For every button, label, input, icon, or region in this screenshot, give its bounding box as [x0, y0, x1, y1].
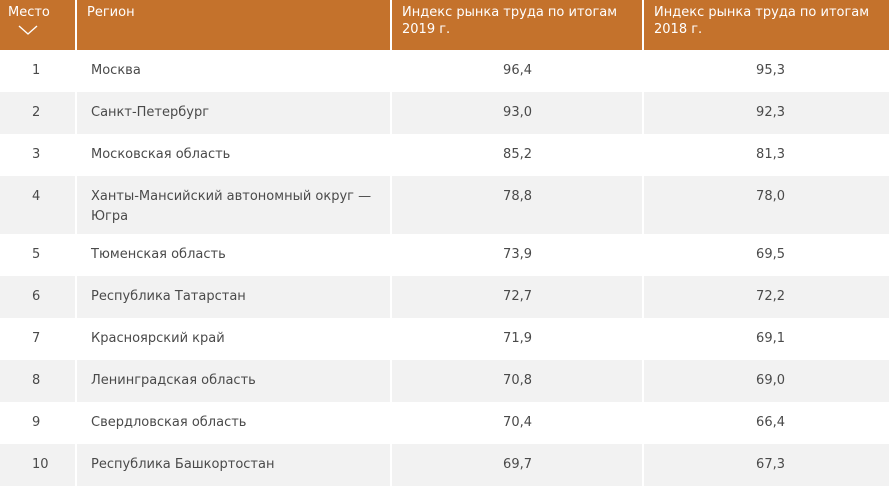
cell-rank: 3 — [0, 134, 77, 176]
column-header-region[interactable]: Регион — [76, 0, 392, 50]
cell-index-2018: 69,5 — [643, 234, 889, 276]
cell-index-2019: 85,2 — [391, 134, 644, 176]
column-header-index-2019[interactable]: Индекс рынка труда по итогам 2019 г. — [391, 0, 644, 50]
cell-rank: 7 — [0, 318, 77, 360]
cell-rank: 10 — [0, 444, 77, 486]
cell-region: Республика Татарстан — [76, 276, 392, 318]
cell-region: Республика Башкортостан — [76, 444, 392, 486]
cell-rank: 1 — [0, 50, 77, 92]
table-row: 7 Красноярский край 71,9 69,1 — [0, 318, 889, 360]
cell-index-2018: 67,3 — [643, 444, 889, 486]
cell-index-2018: 81,3 — [643, 134, 889, 176]
cell-rank: 5 — [0, 234, 77, 276]
table-row: 6 Республика Татарстан 72,7 72,2 — [0, 276, 889, 318]
cell-index-2018: 72,2 — [643, 276, 889, 318]
cell-index-2019: 96,4 — [391, 50, 644, 92]
table-row: 2 Санкт-Петербург 93,0 92,3 — [0, 92, 889, 134]
column-header-rank-label: Место — [8, 5, 50, 20]
cell-index-2019: 78,8 — [391, 176, 644, 234]
cell-rank: 4 — [0, 176, 77, 234]
cell-rank: 2 — [0, 92, 77, 134]
cell-rank: 9 — [0, 402, 77, 444]
table-header: Место Регион Индекс рынка труда по итога… — [0, 0, 889, 50]
cell-index-2019: 72,7 — [391, 276, 644, 318]
cell-index-2018: 69,1 — [643, 318, 889, 360]
table-row: 9 Свердловская область 70,4 66,4 — [0, 402, 889, 444]
cell-index-2018: 66,4 — [643, 402, 889, 444]
cell-index-2019: 73,9 — [391, 234, 644, 276]
column-header-index-2018[interactable]: Индекс рынка труда по итогам 2018 г. — [643, 0, 889, 50]
table-body: 1 Москва 96,4 95,3 2 Санкт-Петербург 93,… — [0, 50, 889, 486]
cell-region: Тюменская область — [76, 234, 392, 276]
cell-region: Московская область — [76, 134, 392, 176]
cell-index-2019: 93,0 — [391, 92, 644, 134]
table-row: 3 Московская область 85,2 81,3 — [0, 134, 889, 176]
cell-region: Свердловская область — [76, 402, 392, 444]
table-row: 8 Ленинградская область 70,8 69,0 — [0, 360, 889, 402]
cell-index-2019: 71,9 — [391, 318, 644, 360]
cell-region: Санкт-Петербург — [76, 92, 392, 134]
cell-rank: 8 — [0, 360, 77, 402]
cell-region: Красноярский край — [76, 318, 392, 360]
cell-region: Ханты-Мансийский автономный округ — Югра — [76, 176, 392, 234]
cell-region: Москва — [76, 50, 392, 92]
cell-index-2018: 95,3 — [643, 50, 889, 92]
table-row: 5 Тюменская область 73,9 69,5 — [0, 234, 889, 276]
header-row: Место Регион Индекс рынка труда по итога… — [0, 0, 889, 50]
chevron-down-icon[interactable] — [8, 23, 48, 37]
cell-rank: 6 — [0, 276, 77, 318]
cell-region: Ленинградская область — [76, 360, 392, 402]
cell-index-2019: 70,8 — [391, 360, 644, 402]
column-header-rank[interactable]: Место — [0, 0, 77, 50]
table-row: 4 Ханты-Мансийский автономный округ — Юг… — [0, 176, 889, 234]
cell-index-2019: 69,7 — [391, 444, 644, 486]
cell-index-2018: 92,3 — [643, 92, 889, 134]
cell-index-2018: 78,0 — [643, 176, 889, 234]
cell-index-2019: 70,4 — [391, 402, 644, 444]
table-row: 1 Москва 96,4 95,3 — [0, 50, 889, 92]
table-row: 10 Республика Башкортостан 69,7 67,3 — [0, 444, 889, 486]
cell-index-2018: 69,0 — [643, 360, 889, 402]
